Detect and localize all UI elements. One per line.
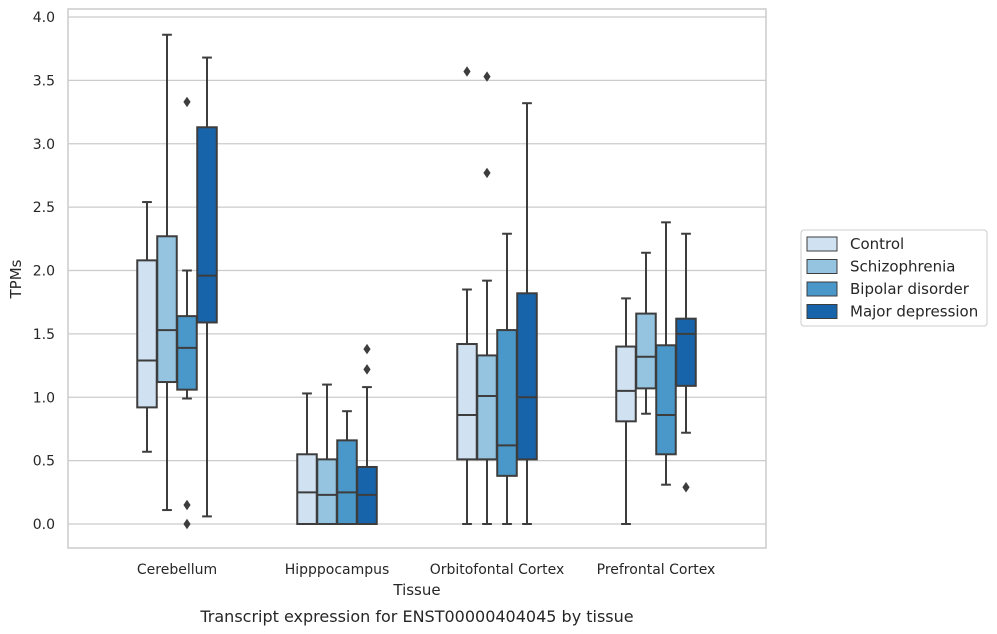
x-tick-label: Prefrontal Cortex [597,562,716,578]
box-group [156,33,178,512]
y-tick-labels: 0.0 0.5 1.0 1.5 2.0 2.5 3.0 3.5 4.0 [33,10,55,533]
legend-label: Schizophrenia [850,258,955,276]
x-tick-label: Hipppocampus [285,562,390,578]
legend-swatch [806,281,838,297]
legend-label: Bipolar disorder [850,280,970,298]
y-tick-label: 3.5 [33,73,55,89]
box [456,343,478,461]
box [176,315,198,391]
box [615,345,637,423]
box-group [136,201,158,453]
y-tick-label: 1.0 [33,390,55,406]
box-group [655,221,677,486]
box [296,453,318,526]
plot-area [67,8,767,549]
box [516,292,538,461]
box-group [615,297,637,525]
x-tick-label: Cerebellum [137,562,217,578]
outlier-point [363,364,371,375]
box [196,126,218,324]
box [156,235,178,384]
y-axis-label: TPMs [7,259,25,299]
outlier-point [483,71,491,82]
x-tick-label: Orbitofontal Cortex [430,562,565,578]
outlier-point [183,499,191,511]
outlier-point [183,96,191,108]
box-group [675,232,697,493]
box [336,439,358,525]
y-tick-label: 3.0 [33,137,55,153]
x-tick-labels: Cerebellum Hipppocampus Orbitofontal Corte… [137,562,715,578]
box-group [516,102,538,525]
box [316,458,338,526]
box [635,312,657,390]
box [675,317,697,387]
box [655,344,677,456]
outlier-point [463,66,471,77]
legend-swatch [806,236,838,252]
legend-label: Major depression [850,303,978,321]
box-group [456,66,478,525]
legend-swatch [806,259,838,274]
chart-caption: Transcript expression for ENST0000040404… [199,607,633,626]
outlier-point [183,518,191,530]
y-tick-label: 2.5 [33,200,55,216]
y-tick-label: 0.0 [33,517,55,533]
box [496,329,518,477]
legend-label: Control [850,235,904,253]
boxes [136,33,697,530]
legend-swatch [806,304,838,319]
box [476,354,498,461]
box-group [176,96,198,530]
outlier-point [682,482,690,493]
y-tick-label: 4.0 [33,10,55,26]
y-tick-label: 1.5 [33,327,55,343]
outlier-point [483,167,491,179]
x-axis-label: Tissue [392,581,440,599]
box-group [196,56,218,518]
legend-frame [800,229,988,327]
legend: Control Schizophrenia Bipolar disorder Majo… [800,229,988,327]
box-group [336,410,358,525]
box-group [635,251,657,415]
outlier-point [363,343,371,355]
y-tick-label: 0.5 [33,454,55,470]
y-tick-label: 2.0 [33,264,55,280]
box [136,259,158,409]
box-group [356,343,378,525]
box-group [476,71,498,525]
